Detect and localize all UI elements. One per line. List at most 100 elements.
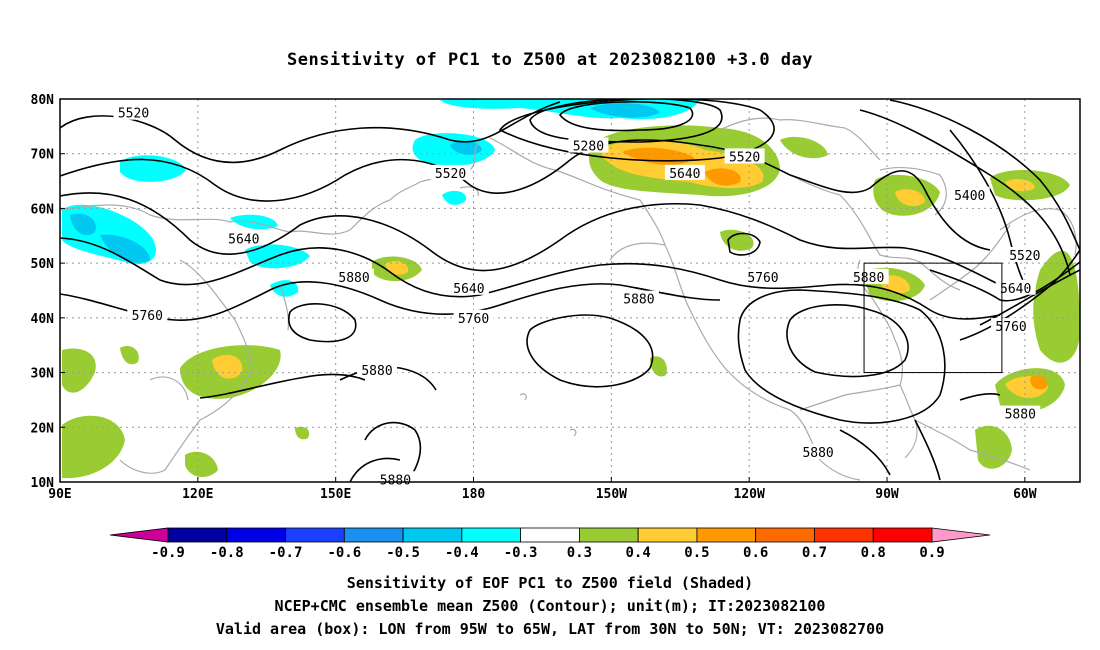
x-tick-label: 180 — [462, 487, 486, 502]
contour-label-bg — [453, 309, 494, 325]
contour-label-bg — [334, 268, 375, 284]
y-tick-label: 70N — [31, 148, 55, 163]
colorbar-label: 0.5 — [684, 545, 709, 561]
y-tick-label: 60N — [31, 202, 55, 217]
colorbar-label: -0.5 — [386, 545, 420, 561]
valid-area-box — [863, 262, 1003, 374]
x-tick-label: 120E — [182, 487, 213, 502]
contour-label-bg — [1000, 405, 1041, 421]
pos-area — [780, 136, 828, 159]
contour-label-bg — [223, 230, 264, 246]
contour-labels: 5520 5280 5520 5520 5640 5400 5640 5520 5880 5760… — [113, 104, 1045, 488]
y-tick-label: 20N — [31, 421, 55, 436]
sensitivity-shading — [62, 99, 1080, 479]
pos-area — [705, 168, 741, 186]
colorbar-box — [461, 527, 522, 543]
x-tick-label: 150E — [320, 487, 351, 502]
pos-area — [1033, 250, 1080, 363]
contour-label: 5520 — [1009, 249, 1040, 264]
contour-label-bg — [995, 279, 1036, 295]
pos-area — [62, 415, 125, 479]
contour-label: 5520 — [118, 107, 149, 122]
colorbar-box — [520, 527, 580, 543]
pos-area — [385, 261, 409, 275]
contour-label-bg — [724, 148, 765, 164]
contour-label: 5880 — [853, 271, 884, 286]
x-tick-label: 90E — [48, 487, 71, 502]
contour-label-bg — [430, 164, 471, 180]
chart-title: Sensitivity of PC1 to Z500 at 2023082100… — [286, 50, 813, 70]
contour-label-bg — [113, 104, 154, 120]
contour-label-bg — [618, 290, 659, 306]
contour-label: 5400 — [954, 189, 985, 204]
colorbar-label: 0.7 — [802, 545, 827, 561]
colorbar-label: 0.6 — [743, 545, 768, 561]
colorbar-label: -0.7 — [269, 545, 303, 561]
contour-label: 5640 — [669, 167, 700, 182]
colorbar-box — [402, 527, 463, 543]
colorbar-label: -0.6 — [327, 545, 361, 561]
contour-label: 5760 — [132, 309, 163, 324]
colorbar-label: 0.4 — [626, 545, 651, 561]
caption-contour: NCEP+CMC ensemble mean Z500 (Contour); u… — [274, 597, 826, 615]
contour-label-bg — [448, 279, 489, 295]
x-tick-label: 60W — [1013, 487, 1037, 502]
contour-label: 5880 — [338, 271, 369, 286]
colorbar-box — [755, 527, 815, 543]
pos-area — [720, 229, 754, 251]
neg-area — [120, 155, 186, 182]
colorbar-box — [696, 527, 757, 543]
y-tick-label: 10N — [31, 476, 55, 491]
contour-label-bg — [1004, 246, 1045, 262]
contour-label-bg — [798, 443, 839, 459]
caption-valid-area: Valid area (box): LON from 95W to 65W, L… — [215, 620, 885, 638]
neg-area — [70, 213, 96, 236]
contour-label: 5760 — [458, 312, 489, 327]
colorbar-box — [872, 527, 933, 543]
pos-area — [62, 348, 96, 393]
x-tick-label: 150W — [596, 487, 627, 502]
colorbar-box — [637, 527, 698, 543]
pos-area — [120, 345, 139, 365]
contour-label-bg — [991, 318, 1032, 334]
y-tick-label: 30N — [31, 367, 55, 382]
neg-area — [270, 280, 299, 297]
colorbar-box — [578, 527, 639, 543]
pos-area — [295, 426, 310, 440]
contour-label-bg — [127, 307, 168, 323]
contour-label: 5280 — [573, 140, 604, 155]
contour-label: 5520 — [729, 150, 760, 165]
colorbar-box — [167, 527, 228, 543]
colorbar-high-triangle — [931, 527, 991, 543]
x-tick-label: 90W — [875, 487, 899, 502]
caption-shaded: Sensitivity of EOF PC1 to Z500 field (Sh… — [346, 574, 754, 592]
contour-label-bg — [949, 186, 990, 202]
coastlines — [60, 117, 1077, 481]
colorbar-box — [285, 527, 345, 543]
pos-area — [185, 451, 218, 477]
colorbar-label: 0.9 — [919, 545, 944, 561]
neg-area — [100, 234, 150, 263]
contour-label-bg — [357, 361, 398, 377]
colorbar-low-triangle — [109, 527, 169, 543]
colorbar-label: -0.3 — [504, 545, 538, 561]
contour-label: 5520 — [435, 167, 466, 182]
contour-label: 5640 — [1000, 282, 1031, 297]
pos-area — [895, 189, 925, 207]
contour-label: 5760 — [995, 320, 1026, 335]
contour-label: 5880 — [802, 446, 833, 461]
contour-label: 5640 — [228, 233, 259, 248]
neg-area — [442, 190, 467, 205]
contour-label: 5880 — [623, 293, 654, 308]
pos-area — [1005, 179, 1035, 192]
contour-label: 5880 — [380, 473, 411, 488]
plot-frame — [59, 98, 1081, 483]
y-tick-label: 50N — [31, 257, 55, 272]
colorbar-box — [343, 527, 404, 543]
pos-area — [650, 356, 667, 377]
contour-label-bg — [848, 268, 889, 284]
lat-lon-grid — [60, 99, 1080, 482]
colorbar-label: -0.9 — [151, 545, 185, 561]
contour-label: 5760 — [747, 271, 778, 286]
